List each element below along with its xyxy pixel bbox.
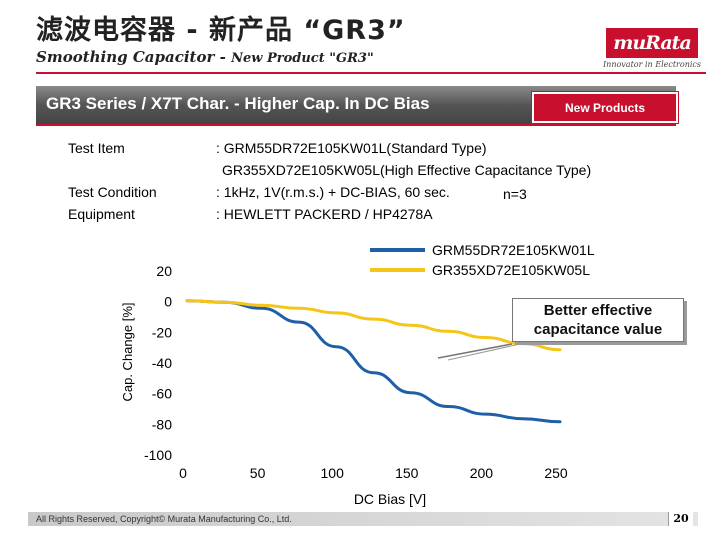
y-tick-label: 20: [156, 263, 172, 279]
x-tick-label: 0: [179, 465, 187, 481]
new-products-badge: New Products: [532, 92, 678, 123]
x-tick-label: 50: [250, 465, 266, 481]
murata-logo: muRata Innovator in Electronics: [598, 26, 706, 76]
y-tick-label: -40: [152, 355, 172, 371]
subtitle-product: New Product "GR3": [231, 51, 374, 66]
header-divider: [36, 72, 706, 74]
legend-label-1: GRM55DR72E105KW01L: [432, 242, 595, 258]
logo-tagline: Innovator in Electronics: [603, 60, 701, 69]
callout-line-1: Better effective: [543, 302, 653, 319]
x-tick-label: 250: [544, 465, 568, 481]
y-tick-label: -100: [144, 447, 172, 463]
y-tick-label: -60: [152, 386, 172, 402]
y-tick-label: -20: [152, 324, 172, 340]
callout-line-2: capacitance value: [533, 321, 663, 338]
equipment-value: : HEWLETT PACKERD / HP4278A: [216, 206, 433, 222]
legend-label-2: GR355XD72E105KW05L: [432, 262, 590, 278]
callout-pointer-1: [437, 343, 513, 359]
page-number: 20: [668, 512, 693, 526]
equipment-label: Equipment: [68, 206, 135, 222]
test-condition-label: Test Condition: [68, 184, 157, 200]
logo-mark: muRata: [606, 28, 698, 58]
test-item-value-standard: : GRM55DR72E105KW01L(Standard Type): [216, 140, 487, 156]
y-tick-label: -80: [152, 416, 172, 432]
x-tick-label: 100: [321, 465, 345, 481]
callout-pointer-2: [447, 343, 521, 361]
footer-copyright: All Rights Reserved, Copyright© Murata M…: [28, 512, 698, 526]
test-item-value-high: GR355XD72E105KW05L(High Effective Capaci…: [222, 162, 592, 178]
x-tick-label: 200: [470, 465, 494, 481]
test-item-label: Test Item: [68, 140, 125, 156]
subtitle-main: Smoothing Capacitor -: [36, 48, 226, 66]
x-axis-title: DC Bias [V]: [354, 491, 426, 507]
banner-title: GR3 Series / X7T Char. - Higher Cap. In …: [46, 94, 430, 113]
test-condition-value: : 1kHz, 1V(r.m.s.) + DC-BIAS, 60 sec.: [216, 184, 450, 200]
y-tick-label: 0: [164, 294, 172, 310]
callout-box: Better effective capacitance value: [512, 298, 684, 342]
x-tick-label: 150: [395, 465, 419, 481]
page-subtitle: Smoothing Capacitor - New Product "GR3": [36, 48, 374, 66]
page-title: 滤波电容器 - 新产品 “GR3”: [36, 15, 406, 46]
y-axis-title: Cap. Change [%]: [120, 302, 135, 401]
series-line-1: [185, 299, 562, 424]
sample-count: n=3: [503, 186, 527, 202]
series-line-2: [185, 299, 562, 352]
